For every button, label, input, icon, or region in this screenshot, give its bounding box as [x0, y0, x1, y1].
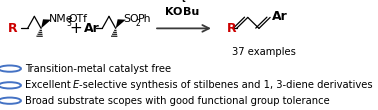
Text: SO: SO: [123, 14, 139, 24]
Text: 3: 3: [66, 19, 71, 28]
Text: Ar: Ar: [273, 10, 288, 24]
Text: E: E: [73, 80, 79, 90]
Polygon shape: [41, 19, 51, 28]
Text: Excellent: Excellent: [25, 80, 74, 90]
Text: Bu: Bu: [183, 7, 200, 17]
Text: Ph: Ph: [138, 14, 151, 24]
Text: R: R: [8, 22, 17, 35]
Text: NMe: NMe: [48, 14, 73, 24]
Text: t: t: [182, 0, 186, 4]
Polygon shape: [116, 19, 126, 28]
Text: OTf: OTf: [69, 14, 88, 24]
Text: 2: 2: [135, 19, 140, 28]
Text: KO: KO: [165, 7, 182, 17]
Text: +: +: [70, 21, 82, 36]
Text: Broad substrate scopes with good functional group tolerance: Broad substrate scopes with good functio…: [25, 96, 329, 106]
Text: -selective synthesis of stilbenes and 1, 3-diene derivatives: -selective synthesis of stilbenes and 1,…: [79, 80, 373, 90]
Text: 37 examples: 37 examples: [232, 47, 296, 57]
Text: Transition-metal catalyst free: Transition-metal catalyst free: [25, 64, 171, 74]
Text: R: R: [227, 22, 237, 35]
Text: Ar: Ar: [84, 22, 100, 35]
